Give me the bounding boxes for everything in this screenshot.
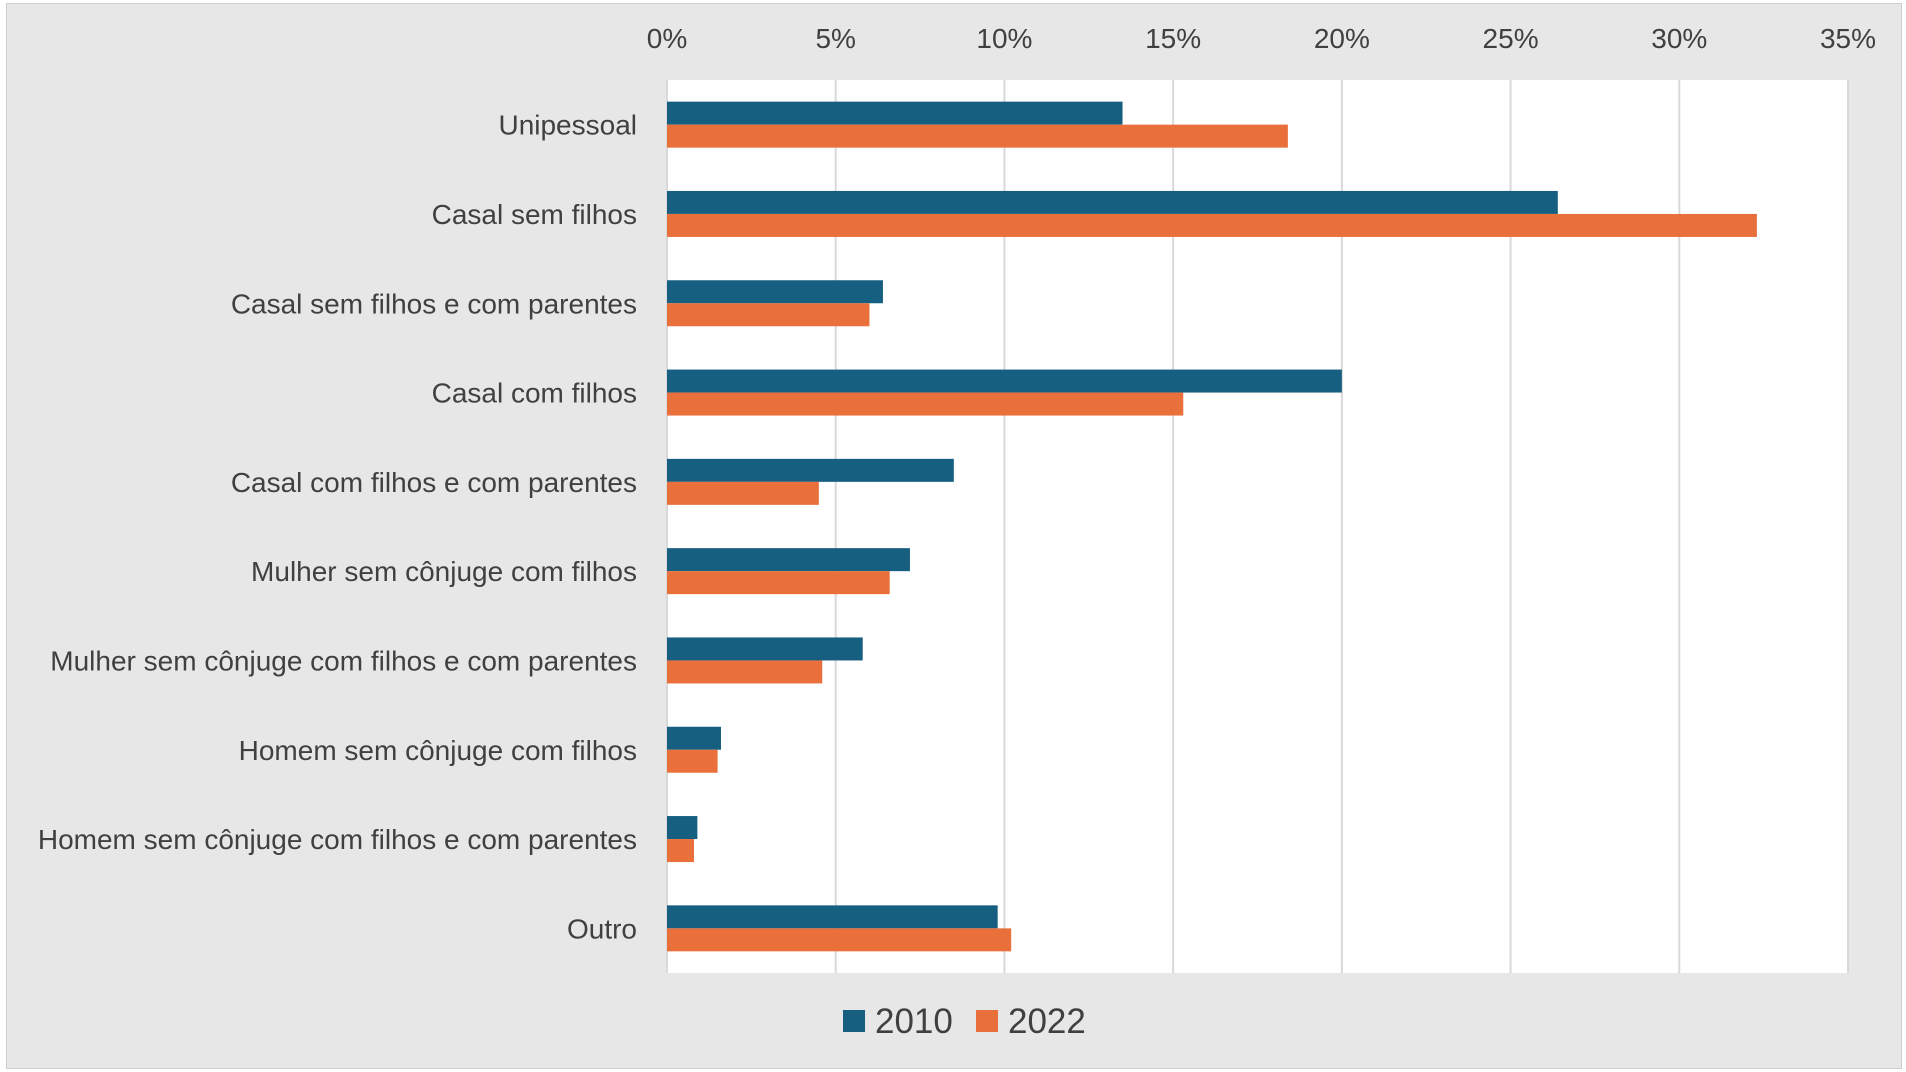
- category-label: Homem sem cônjuge com filhos: [239, 735, 637, 766]
- category-label: Unipessoal: [498, 110, 637, 141]
- x-tick-label: 20%: [1314, 23, 1370, 54]
- bar-2010: [667, 280, 883, 304]
- x-axis-ticks: 0% 5% 10% 15% 20% 25% 30% 35%: [647, 23, 1876, 54]
- bar-2022: [667, 839, 694, 863]
- bar-2022: [667, 660, 823, 684]
- bar-2010: [667, 101, 1123, 125]
- legend-swatch: [843, 1010, 865, 1032]
- x-tick-label: 15%: [1145, 23, 1201, 54]
- category-label: Outro: [567, 913, 637, 944]
- x-tick-label: 25%: [1483, 23, 1539, 54]
- legend-label: 2010: [875, 1002, 953, 1041]
- x-tick-label: 10%: [976, 23, 1032, 54]
- category-label: Casal sem filhos e com parentes: [231, 288, 637, 319]
- bar-2010: [667, 458, 954, 482]
- category-labels: Unipessoal Casal sem filhos Casal sem filh…: [38, 110, 637, 945]
- bar-2022: [667, 124, 1288, 148]
- bar-2022: [667, 392, 1184, 416]
- bar-2010: [667, 369, 1342, 393]
- bar-2010: [667, 637, 863, 661]
- category-label: Casal sem filhos: [432, 199, 637, 230]
- bar-2022: [667, 749, 718, 773]
- x-tick-label: 30%: [1651, 23, 1707, 54]
- x-tick-label: 0%: [647, 23, 687, 54]
- bar-2022: [667, 928, 1012, 952]
- bar-2022: [667, 481, 819, 505]
- category-label: Homem sem cônjuge com filhos e com paren…: [38, 824, 637, 855]
- category-label: Mulher sem cônjuge com filhos: [251, 556, 637, 587]
- bars: [667, 101, 1757, 952]
- bar-2010: [667, 726, 721, 750]
- category-label: Mulher sem cônjuge com filhos e com pare…: [50, 645, 637, 676]
- category-label: Casal com filhos: [432, 378, 637, 409]
- x-tick-label: 5%: [815, 23, 855, 54]
- bar-2022: [667, 571, 890, 595]
- legend: 2010 2022: [843, 1002, 1086, 1041]
- bar-2022: [667, 213, 1757, 237]
- bar-2022: [667, 303, 870, 327]
- bar-2010: [667, 190, 1558, 214]
- x-tick-label: 35%: [1820, 23, 1876, 54]
- legend-swatch: [976, 1010, 998, 1032]
- category-label: Casal com filhos e com parentes: [231, 467, 637, 498]
- bar-2010: [667, 905, 998, 929]
- legend-label: 2022: [1008, 1002, 1086, 1041]
- bar-2010: [667, 816, 698, 840]
- bar-2010: [667, 548, 910, 572]
